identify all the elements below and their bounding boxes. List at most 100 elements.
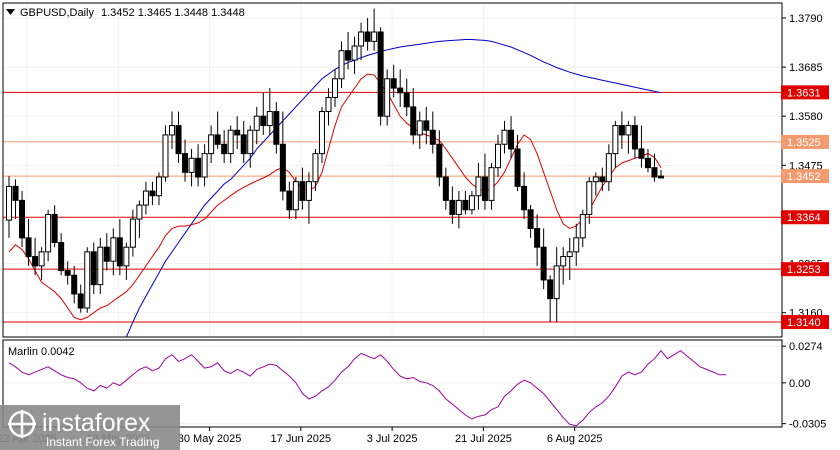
candle-body xyxy=(90,251,97,286)
candle-body xyxy=(182,153,189,173)
candle-body xyxy=(103,246,110,262)
candle-body xyxy=(123,246,130,267)
moving-averages xyxy=(8,39,662,338)
candle-body xyxy=(240,134,247,155)
candle-body xyxy=(586,181,593,215)
symbol-dropdown-icon[interactable] xyxy=(6,9,15,15)
candle-body xyxy=(169,125,175,136)
candle-body xyxy=(364,31,371,42)
candle-body xyxy=(201,153,208,178)
candle-body xyxy=(514,148,521,187)
level-tag-box xyxy=(781,134,829,149)
candle-body xyxy=(390,78,397,89)
candle-body xyxy=(423,120,430,131)
candle-body xyxy=(32,256,39,267)
logo-tagline: Instant Forex Trading xyxy=(46,435,159,449)
candle-body xyxy=(129,218,136,248)
candle-body xyxy=(501,129,508,145)
candle-body xyxy=(19,199,26,239)
level-tag-box xyxy=(781,85,829,100)
candle-body xyxy=(416,120,423,136)
candle-body xyxy=(534,227,541,248)
y-tick-label: 1.3790 xyxy=(789,13,823,25)
candle-body xyxy=(560,256,567,267)
candle-body xyxy=(599,176,606,183)
level-tag: 1.3253 xyxy=(787,264,821,276)
candles xyxy=(6,8,664,323)
candle-body xyxy=(279,143,286,192)
candle-body xyxy=(371,31,378,42)
indicator-tick-label: 0.0274 xyxy=(789,341,823,353)
candle-body xyxy=(410,106,417,136)
candle-body xyxy=(345,50,352,61)
indicator-tick-label: -0.0305 xyxy=(789,419,826,431)
candle-body xyxy=(658,175,664,179)
level-tag-box xyxy=(781,262,829,277)
candle-body xyxy=(638,148,645,159)
instaforex-logo-icon xyxy=(8,410,36,438)
candle-body xyxy=(488,167,495,201)
level-tag: 1.3140 xyxy=(787,317,821,329)
candle-body xyxy=(142,190,149,206)
candle-body xyxy=(644,157,651,169)
logo-wordmark: instaforex xyxy=(42,409,151,437)
x-tick-label: 3 Jul 2025 xyxy=(367,433,418,445)
level-tag: 1.3364 xyxy=(787,212,821,224)
y-tick-label: 1.3580 xyxy=(789,111,823,123)
candle-body xyxy=(234,129,241,136)
candle-body xyxy=(579,213,586,239)
candle-body xyxy=(462,199,469,211)
level-tag-box xyxy=(781,210,829,225)
candle-body xyxy=(495,143,501,169)
candle-body xyxy=(273,111,280,145)
candle-body xyxy=(116,237,123,267)
candle-body xyxy=(573,237,580,253)
instaforex-logo: instaforex Instant Forex Trading xyxy=(0,405,180,450)
candle-body xyxy=(592,176,599,183)
candle-body xyxy=(338,50,345,80)
candle-body xyxy=(38,251,45,267)
candle-body xyxy=(312,153,319,183)
candle-body xyxy=(631,125,638,150)
candle-body xyxy=(508,129,515,150)
candle-body xyxy=(318,111,325,155)
candle-body xyxy=(77,293,84,309)
candle-body xyxy=(214,134,221,145)
ma-fast-line xyxy=(8,73,662,321)
candle-body xyxy=(305,181,312,201)
candle-body xyxy=(12,185,19,201)
level-tag: 1.3452 xyxy=(787,171,821,183)
main-grid xyxy=(3,3,782,337)
candle-body xyxy=(403,92,410,108)
candle-body xyxy=(84,251,91,309)
candle-body xyxy=(253,115,260,131)
candle-body xyxy=(64,270,71,276)
candle-body xyxy=(651,167,658,178)
candle-body xyxy=(58,242,65,272)
candle-body xyxy=(71,274,78,295)
ohlc-header: 1.3452 1.3465 1.3448 1.3448 xyxy=(101,7,245,19)
candle-body xyxy=(358,31,365,47)
candle-body xyxy=(612,125,619,155)
candle-body xyxy=(475,176,482,197)
candle-body xyxy=(25,237,32,258)
candle-body xyxy=(195,157,202,178)
ma-slow-line xyxy=(125,39,662,338)
level-tags: 1.3631 1.3525 1.3452 1.3364 1.3253 1.3140 xyxy=(781,85,829,330)
level-tag-box xyxy=(781,169,829,184)
x-tick-label: 21 Jul 2025 xyxy=(455,433,512,445)
candle-body xyxy=(553,265,560,300)
candle-body xyxy=(566,251,573,258)
candle-body xyxy=(605,153,612,183)
candle-body xyxy=(397,87,404,94)
x-tick-label: 17 Jun 2025 xyxy=(271,433,332,445)
candle-body xyxy=(521,185,528,211)
candle-body xyxy=(455,199,462,215)
candle-body xyxy=(208,134,215,155)
marlin-oscillator xyxy=(8,349,727,427)
candle-body xyxy=(527,209,534,229)
indicator-label: Marlin 0.0042 xyxy=(8,346,75,358)
candle-body xyxy=(110,237,117,262)
candle-body xyxy=(45,213,52,253)
